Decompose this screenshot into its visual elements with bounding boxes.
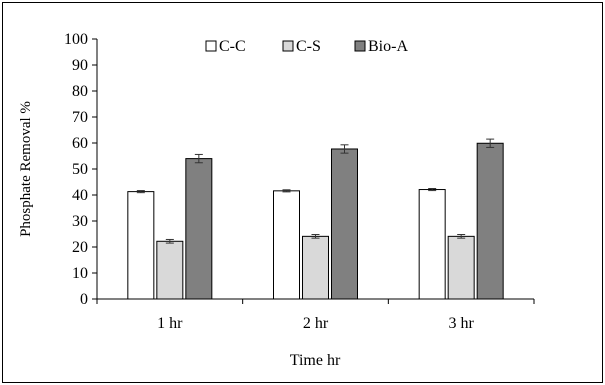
bar-chart: Phosphate Removal % Time hr 0 10 20 30 40 50 6… [18,31,535,369]
y-tick-label: 20 [72,239,88,256]
y-tick-label: 0 [80,291,88,308]
legend-label: C-C [219,38,246,55]
bar-bio-a [185,158,213,300]
legend-label: Bio-A [368,38,408,55]
y-tick-label: 100 [64,31,88,48]
x-tick-label: 3 hr [449,315,475,332]
bar-c-c [127,191,155,300]
x-axis-label: Time hr [290,352,341,369]
bar-c-s [447,235,475,300]
x-tick-label: 1 hr [157,315,183,332]
y-tick-label: 50 [72,161,88,178]
bar-bio-a [476,142,504,300]
y-tick-label: 60 [72,135,88,152]
y-tick-label: 30 [72,213,88,230]
y-tick-label: 10 [72,265,88,282]
bar-bio-a [331,148,358,300]
legend-swatch [205,40,217,52]
bar-c-c [418,189,446,300]
y-axis-label: Phosphate Removal % [18,101,34,237]
legend-swatch [354,40,366,52]
bar-c-c [273,190,300,300]
legend-swatch [282,40,294,52]
legend-label: C-S [296,38,321,55]
y-tick-label: 80 [72,83,88,100]
x-tick-label: 2 hr [303,315,329,332]
bar-c-s [302,235,329,300]
y-tick-label: 70 [72,109,88,126]
y-tick-label: 40 [72,187,88,204]
y-tick-label: 90 [72,57,88,74]
bar-c-s [156,240,184,300]
